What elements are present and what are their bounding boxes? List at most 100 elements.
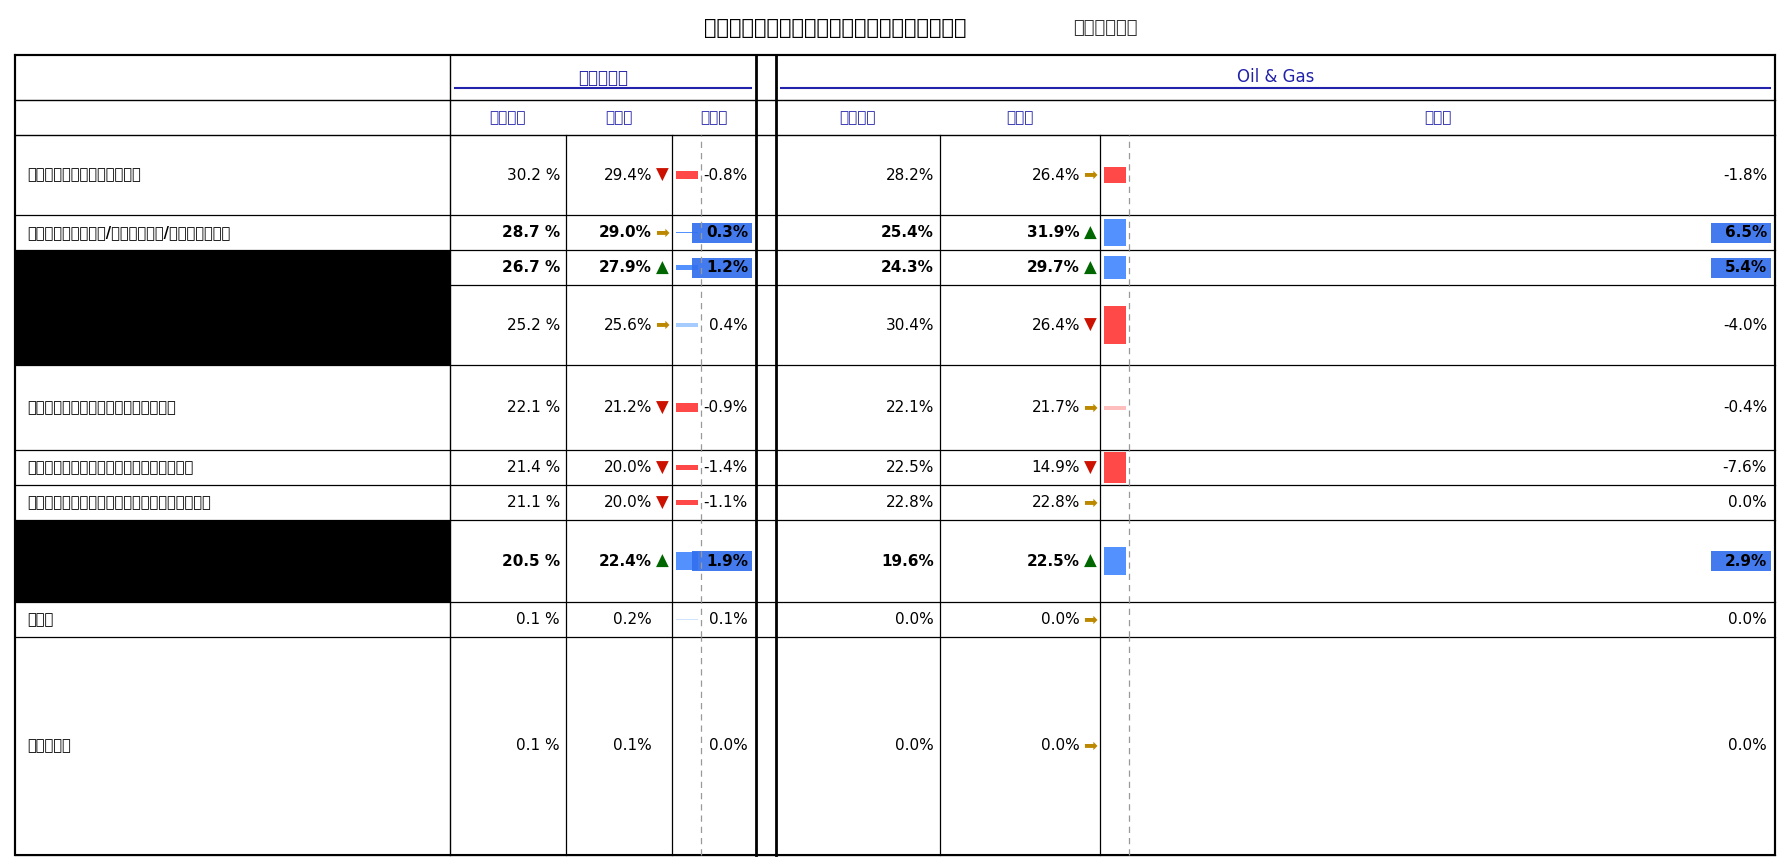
Text: 28.7 %: 28.7 % [501, 225, 561, 240]
Text: 25.2 %: 25.2 % [507, 317, 561, 333]
Bar [1710, 551, 1771, 571]
Text: 29.4%: 29.4% [604, 167, 652, 182]
Text: 0.0%: 0.0% [1728, 495, 1768, 510]
Text: 変化率: 変化率 [700, 110, 727, 125]
Text: （業界比較）: （業界比較） [1073, 19, 1137, 37]
Text: ▼: ▼ [656, 459, 668, 477]
Text: ➡: ➡ [1084, 493, 1096, 512]
Bar [675, 323, 698, 327]
Text: 特定インシデントの再発防止: 特定インシデントの再発防止 [27, 167, 141, 182]
Text: ３年後: ３年後 [1007, 110, 1033, 125]
Text: 25.4%: 25.4% [881, 225, 933, 240]
Text: 21.4 %: 21.4 % [507, 460, 561, 475]
Text: 0.0%: 0.0% [896, 739, 933, 753]
Text: ビジネスパートナー/クライアント/顧客からの要請: ビジネスパートナー/クライアント/顧客からの要請 [27, 225, 231, 240]
Text: ▼: ▼ [1084, 316, 1096, 334]
Text: ▼: ▼ [656, 166, 668, 184]
Text: ペネトレーションテストでの悪い結果を受けて: ペネトレーションテストでの悪い結果を受けて [27, 495, 211, 510]
Text: ▼: ▼ [656, 493, 668, 512]
Text: 1.2%: 1.2% [706, 260, 749, 275]
Bar [675, 231, 698, 233]
Text: 25.6%: 25.6% [604, 317, 652, 333]
Text: これまで: これまで [840, 110, 876, 125]
Text: ▲: ▲ [656, 258, 668, 277]
Text: ➡: ➡ [656, 316, 668, 334]
Text: 31.9%: 31.9% [1028, 225, 1080, 240]
Text: ▼: ▼ [1084, 459, 1096, 477]
Bar [675, 551, 698, 570]
Text: その他: その他 [27, 612, 54, 627]
Text: 20.0%: 20.0% [604, 495, 652, 510]
Text: 6.5%: 6.5% [1725, 225, 1768, 240]
Bar [1103, 406, 1127, 409]
Bar [14, 285, 450, 365]
Text: 14.9%: 14.9% [1032, 460, 1080, 475]
Text: -1.4%: -1.4% [704, 460, 749, 475]
Text: ▲: ▲ [1084, 224, 1096, 242]
Text: 他業種平均: 他業種平均 [578, 68, 629, 87]
Bar [1103, 257, 1127, 278]
Text: 22.8%: 22.8% [885, 495, 933, 510]
Text: 1.9%: 1.9% [706, 553, 749, 569]
Text: 21.1 %: 21.1 % [507, 495, 561, 510]
Bar [675, 403, 698, 412]
Text: 24.3%: 24.3% [881, 260, 933, 275]
Bar [1103, 219, 1127, 246]
Text: 22.1%: 22.1% [885, 400, 933, 415]
Text: 29.0%: 29.0% [600, 225, 652, 240]
Bar [1103, 452, 1127, 483]
Text: 0.0%: 0.0% [709, 739, 749, 753]
Text: 0.0%: 0.0% [896, 612, 933, 627]
Text: -4.0%: -4.0% [1723, 317, 1768, 333]
Text: 2.9%: 2.9% [1725, 553, 1768, 569]
Bar [14, 520, 450, 602]
Bar [675, 500, 698, 505]
Text: 22.5%: 22.5% [1026, 553, 1080, 569]
Text: ▲: ▲ [1084, 258, 1096, 277]
Bar [1710, 223, 1771, 243]
Text: 5.4%: 5.4% [1725, 260, 1768, 275]
Text: 変化率: 変化率 [1424, 110, 1451, 125]
Bar [1103, 306, 1127, 344]
Bar [1710, 257, 1771, 277]
Text: 0.0%: 0.0% [1728, 612, 1768, 627]
Text: 26.4%: 26.4% [1032, 167, 1080, 182]
Text: 22.4%: 22.4% [598, 553, 652, 569]
Bar [14, 250, 450, 285]
Text: 22.8%: 22.8% [1032, 495, 1080, 510]
Text: 28.2%: 28.2% [885, 167, 933, 182]
Text: 30.2 %: 30.2 % [507, 167, 561, 182]
Text: 20.0%: 20.0% [604, 460, 652, 475]
Text: 21.2%: 21.2% [604, 400, 652, 415]
Text: -0.9%: -0.9% [704, 400, 749, 415]
Text: 27.9%: 27.9% [600, 260, 652, 275]
Text: 0.1%: 0.1% [709, 612, 749, 627]
Text: ➡: ➡ [656, 224, 668, 242]
Text: ➡: ➡ [1084, 610, 1096, 629]
Text: Oil & Gas: Oil & Gas [1238, 68, 1315, 87]
Text: 30.4%: 30.4% [885, 317, 933, 333]
Bar [675, 265, 698, 270]
Text: ▼: ▼ [656, 399, 668, 416]
Text: 0.1 %: 0.1 % [516, 739, 561, 753]
Text: -1.8%: -1.8% [1723, 167, 1768, 182]
Text: 0.1%: 0.1% [613, 739, 652, 753]
Text: -1.1%: -1.1% [704, 495, 749, 510]
Text: -7.6%: -7.6% [1723, 460, 1768, 475]
Text: これまで: これまで [489, 110, 527, 125]
Text: 26.7 %: 26.7 % [501, 260, 561, 275]
Bar [1103, 547, 1127, 575]
Text: 20.5 %: 20.5 % [501, 553, 561, 569]
Text: セキュリティ評価における低評価を受けて: セキュリティ評価における低評価を受けて [27, 460, 193, 475]
Text: 22.1 %: 22.1 % [507, 400, 561, 415]
Text: 0.0%: 0.0% [1041, 739, 1080, 753]
Text: ▲: ▲ [656, 552, 668, 570]
Text: 29.7%: 29.7% [1026, 260, 1080, 275]
Bar [675, 465, 698, 471]
Text: ▲: ▲ [1084, 552, 1096, 570]
Text: 19.6%: 19.6% [881, 553, 933, 569]
Text: 0.1 %: 0.1 % [516, 612, 561, 627]
Bar [691, 551, 752, 571]
Text: 分からない: 分からない [27, 739, 72, 753]
Bar [1103, 166, 1127, 184]
